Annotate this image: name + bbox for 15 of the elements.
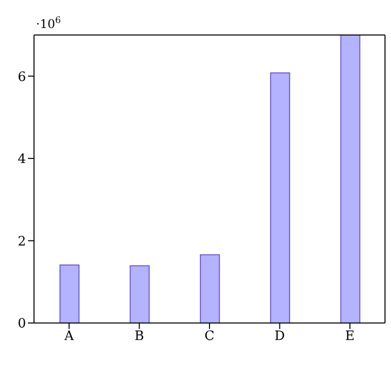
y-tick-label: 6 <box>18 70 26 85</box>
y-tick-label: 4 <box>18 152 26 168</box>
x-tick-label: E <box>345 329 355 344</box>
bar <box>60 264 80 323</box>
bar <box>200 254 220 323</box>
x-tick-label: C <box>204 329 215 344</box>
y-tick-label: 0 <box>18 316 26 332</box>
bar <box>270 72 290 323</box>
x-tick-label: D <box>274 329 285 344</box>
bar <box>130 265 150 323</box>
bar <box>340 35 360 323</box>
x-tick-label: A <box>63 329 74 344</box>
y-tick-label: 2 <box>18 234 26 250</box>
x-tick-label: B <box>134 329 144 344</box>
text: ·10$^{6}$ <box>36 16 62 31</box>
